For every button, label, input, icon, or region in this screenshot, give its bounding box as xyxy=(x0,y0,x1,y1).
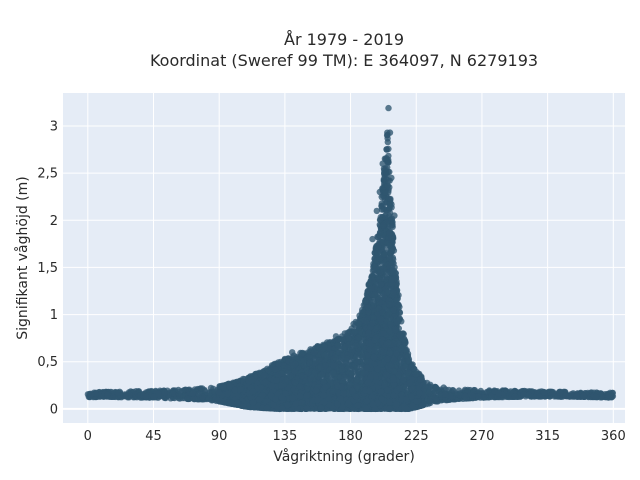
data-point xyxy=(385,145,392,153)
data-points xyxy=(84,104,617,413)
chart-title-line-2: Koordinat (Sweref 99 TM): E 364097, N 62… xyxy=(150,51,538,70)
chart-title-line-1: År 1979 - 2019 xyxy=(284,30,404,49)
